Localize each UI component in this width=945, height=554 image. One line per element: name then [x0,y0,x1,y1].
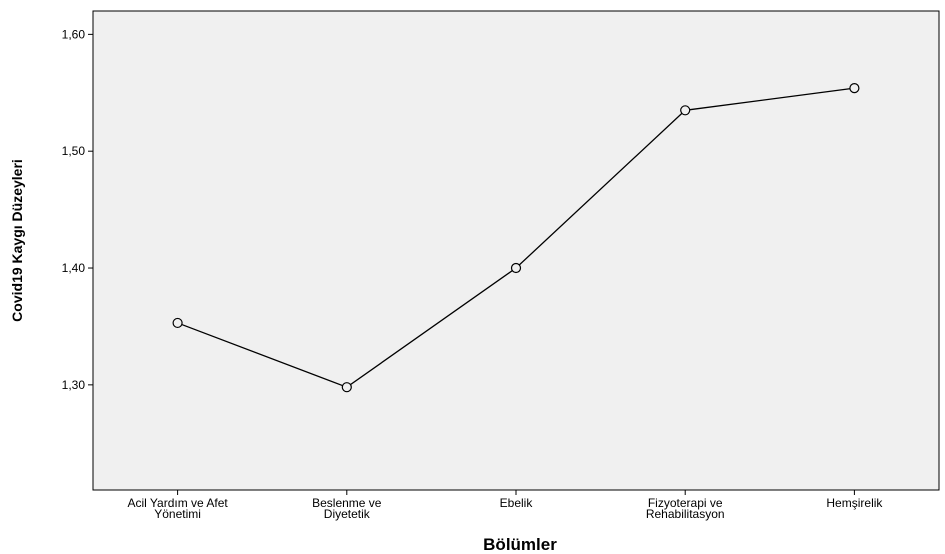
plot-area [92,10,940,491]
data-point [172,317,183,329]
x-tick-label: Beslenme ve Diyetetik [312,496,382,521]
x-axis-title: Bölümler [483,535,557,554]
x-tick-label-line: Yönetimi [154,507,201,521]
x-tick-label-line: Beslenme ve [312,496,382,510]
y-axis: 1,30 1,40 1,50 1,60 [62,27,93,392]
y-tick-label: 1,60 [62,27,86,41]
series-group [172,83,860,393]
x-axis: Acil Yardım ve Afet Yönetimi Beslenme ve Di… [127,490,883,521]
x-tick-label-line: Hemşirelik [826,496,883,510]
data-point [341,382,352,393]
data-point [510,262,522,274]
y-tick-label: 1,50 [62,144,86,158]
data-point [680,105,691,116]
y-tick-label: 1,30 [62,378,86,392]
y-tick-label: 1,40 [62,261,86,275]
x-tick-label-line: Acil Yardım ve Afet [127,496,228,510]
data-point [849,83,860,94]
x-tick-label-line: Rehabilitasyon [646,507,725,521]
x-tick-label: Acil Yardım ve Afet Yönetimi [127,496,228,521]
x-tick-label: Hemşirelik [826,496,883,510]
x-tick-label-line: Fizyoterapi ve [648,496,723,510]
x-tick-label: Fizyoterapi ve Rehabilitasyon [646,496,725,521]
x-tick-label-line: Ebelik [500,496,534,510]
x-tick-label: Ebelik [500,496,534,510]
y-axis-title: Covid19 Kaygı Düzeyleri [9,159,25,322]
x-tick-label-line: Diyetetik [324,507,371,521]
